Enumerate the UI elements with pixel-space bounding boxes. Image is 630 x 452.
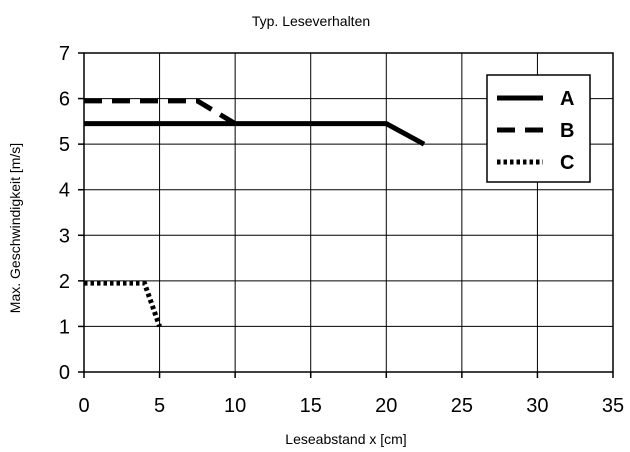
chart-title: Typ. Leseverhalten [252, 13, 370, 29]
x-tick-label: 30 [526, 395, 548, 417]
x-tick-label: 10 [224, 395, 246, 417]
y-tick-label: 6 [59, 89, 70, 111]
legend-label-b: B [560, 120, 574, 142]
y-tick-label: 1 [59, 316, 70, 338]
y-tick-label: 4 [59, 180, 70, 202]
y-axis-label: Max. Geschwindigkeit [m/s] [7, 143, 23, 313]
series-line-a [84, 121, 426, 147]
x-tick-label: 0 [78, 395, 89, 417]
series-lines [84, 98, 426, 328]
series-line-b [84, 98, 237, 126]
legend-label-c: C [560, 152, 574, 174]
y-tick-label: 2 [59, 271, 70, 293]
plot-frame [83, 52, 614, 373]
x-tick-label: 15 [300, 395, 322, 417]
y-axis-ticks: 0 1 2 3 4 5 6 7 [59, 43, 84, 384]
x-tick-label: 20 [375, 395, 397, 417]
x-tick-label: 5 [154, 395, 165, 417]
x-axis-label: Leseabstand x [cm] [285, 431, 406, 447]
y-tick-label: 3 [59, 225, 70, 247]
x-tick-label: 25 [451, 395, 473, 417]
legend: ABC [486, 74, 591, 183]
y-tick-label: 0 [59, 362, 70, 384]
x-axis-ticks: 0 5 10 15 20 25 30 35 [78, 372, 624, 417]
series-line-c [84, 280, 162, 328]
legend-label-a: A [560, 88, 574, 110]
y-tick-label: 7 [59, 43, 70, 65]
x-tick-label: 35 [602, 395, 624, 417]
y-tick-label: 5 [59, 134, 70, 156]
